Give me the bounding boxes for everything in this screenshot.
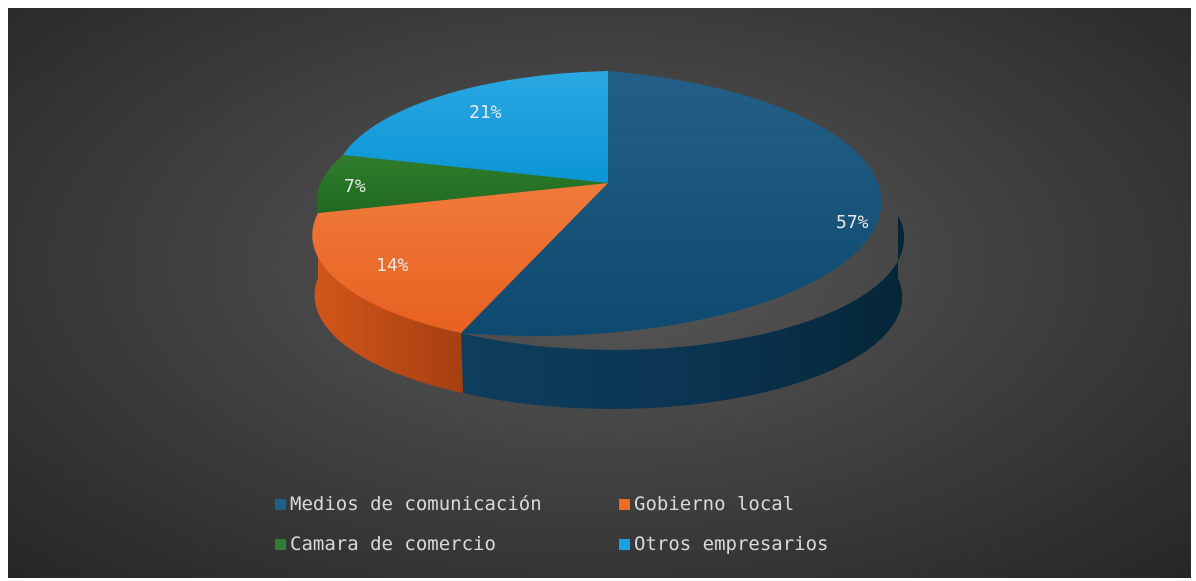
pie-chart: 57% 14% 7% 21%	[312, 71, 905, 409]
data-label-otros: 21%	[469, 102, 502, 123]
legend-label-medios: Medios de comunicación	[290, 493, 542, 515]
slice-gobierno	[312, 183, 608, 333]
legend-item-otros: Otros empresarios	[619, 533, 828, 555]
slice-camara	[316, 155, 608, 213]
legend-swatch-camara	[275, 538, 286, 550]
data-label-camara: 7%	[344, 176, 366, 197]
legend-label-gobierno: Gobierno local	[634, 493, 795, 515]
legend: Medios de comunicación Gobierno local Ca…	[275, 493, 915, 573]
slice-side-medios	[461, 215, 905, 409]
data-label-medios: 57%	[836, 212, 869, 233]
legend-item-medios: Medios de comunicación	[275, 493, 542, 515]
chart-area: 57% 14% 7% 21% Medios de comunicación Go…	[8, 8, 1191, 578]
legend-item-camara: Camara de comercio	[275, 533, 496, 555]
legend-label-otros: Otros empresarios	[634, 533, 829, 555]
legend-swatch-gobierno	[619, 498, 630, 510]
data-label-gobierno: 14%	[376, 255, 409, 276]
legend-item-gobierno: Gobierno local	[619, 493, 794, 515]
legend-swatch-otros	[619, 538, 630, 550]
slice-otros	[343, 71, 608, 183]
slice-side-gobierno	[314, 218, 463, 393]
slice-medios	[461, 71, 882, 337]
legend-label-camara: Camara de comercio	[290, 533, 496, 555]
legend-swatch-medios	[275, 498, 286, 510]
